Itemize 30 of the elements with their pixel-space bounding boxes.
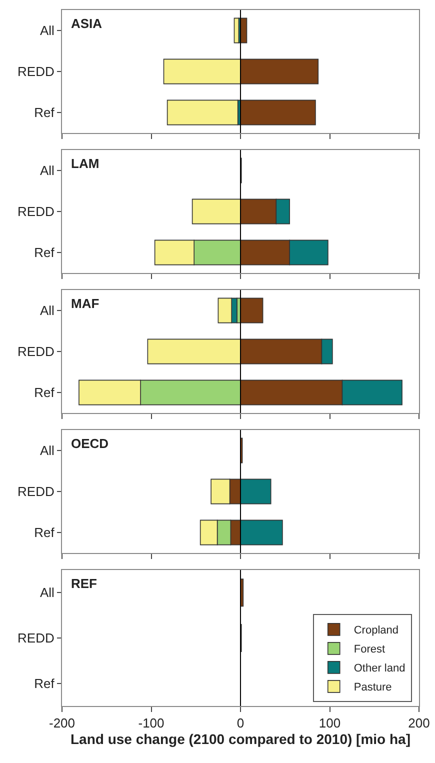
y-tick-label: Ref — [34, 245, 55, 260]
y-tick-label: All — [40, 163, 55, 178]
y-tick-label: All — [40, 585, 55, 600]
x-tick-label: -100 — [138, 716, 164, 731]
y-tick-label: REDD — [18, 630, 54, 646]
text: OECD — [71, 436, 109, 451]
y-tick-label: Ref — [34, 385, 55, 400]
legend-label: Other land — [354, 662, 406, 675]
y-tick-label: All — [40, 303, 55, 318]
y-tick-label: Ref — [34, 676, 55, 691]
y-tick-label: REDD — [18, 204, 54, 220]
legend-label: Forest — [354, 644, 386, 656]
x-tick-label: -200 — [48, 716, 76, 731]
legend-label: Cropland — [354, 624, 398, 637]
x-axis-title: Land use change (2100 compared to 2010) [mio ha] — [70, 730, 410, 747]
y-tick-label: REDD — [18, 64, 54, 80]
text: ASIA — [71, 16, 103, 31]
text: MAF — [71, 296, 100, 311]
y-tick-label: All — [40, 443, 55, 458]
y-tick-label: Ref — [34, 105, 55, 120]
x-tick-label: 100 — [318, 716, 341, 731]
y-tick-label: REDD — [18, 484, 54, 500]
y-tick-label: All — [40, 23, 55, 38]
y-tick-label: REDD — [18, 344, 54, 360]
y-tick-label: Ref — [34, 525, 55, 540]
text: LAM — [71, 156, 100, 171]
x-tick-label: 0 — [236, 716, 244, 731]
text: REF — [71, 576, 98, 591]
x-tick-label: 200 — [408, 716, 430, 731]
legend-label: Pasture — [354, 682, 392, 694]
